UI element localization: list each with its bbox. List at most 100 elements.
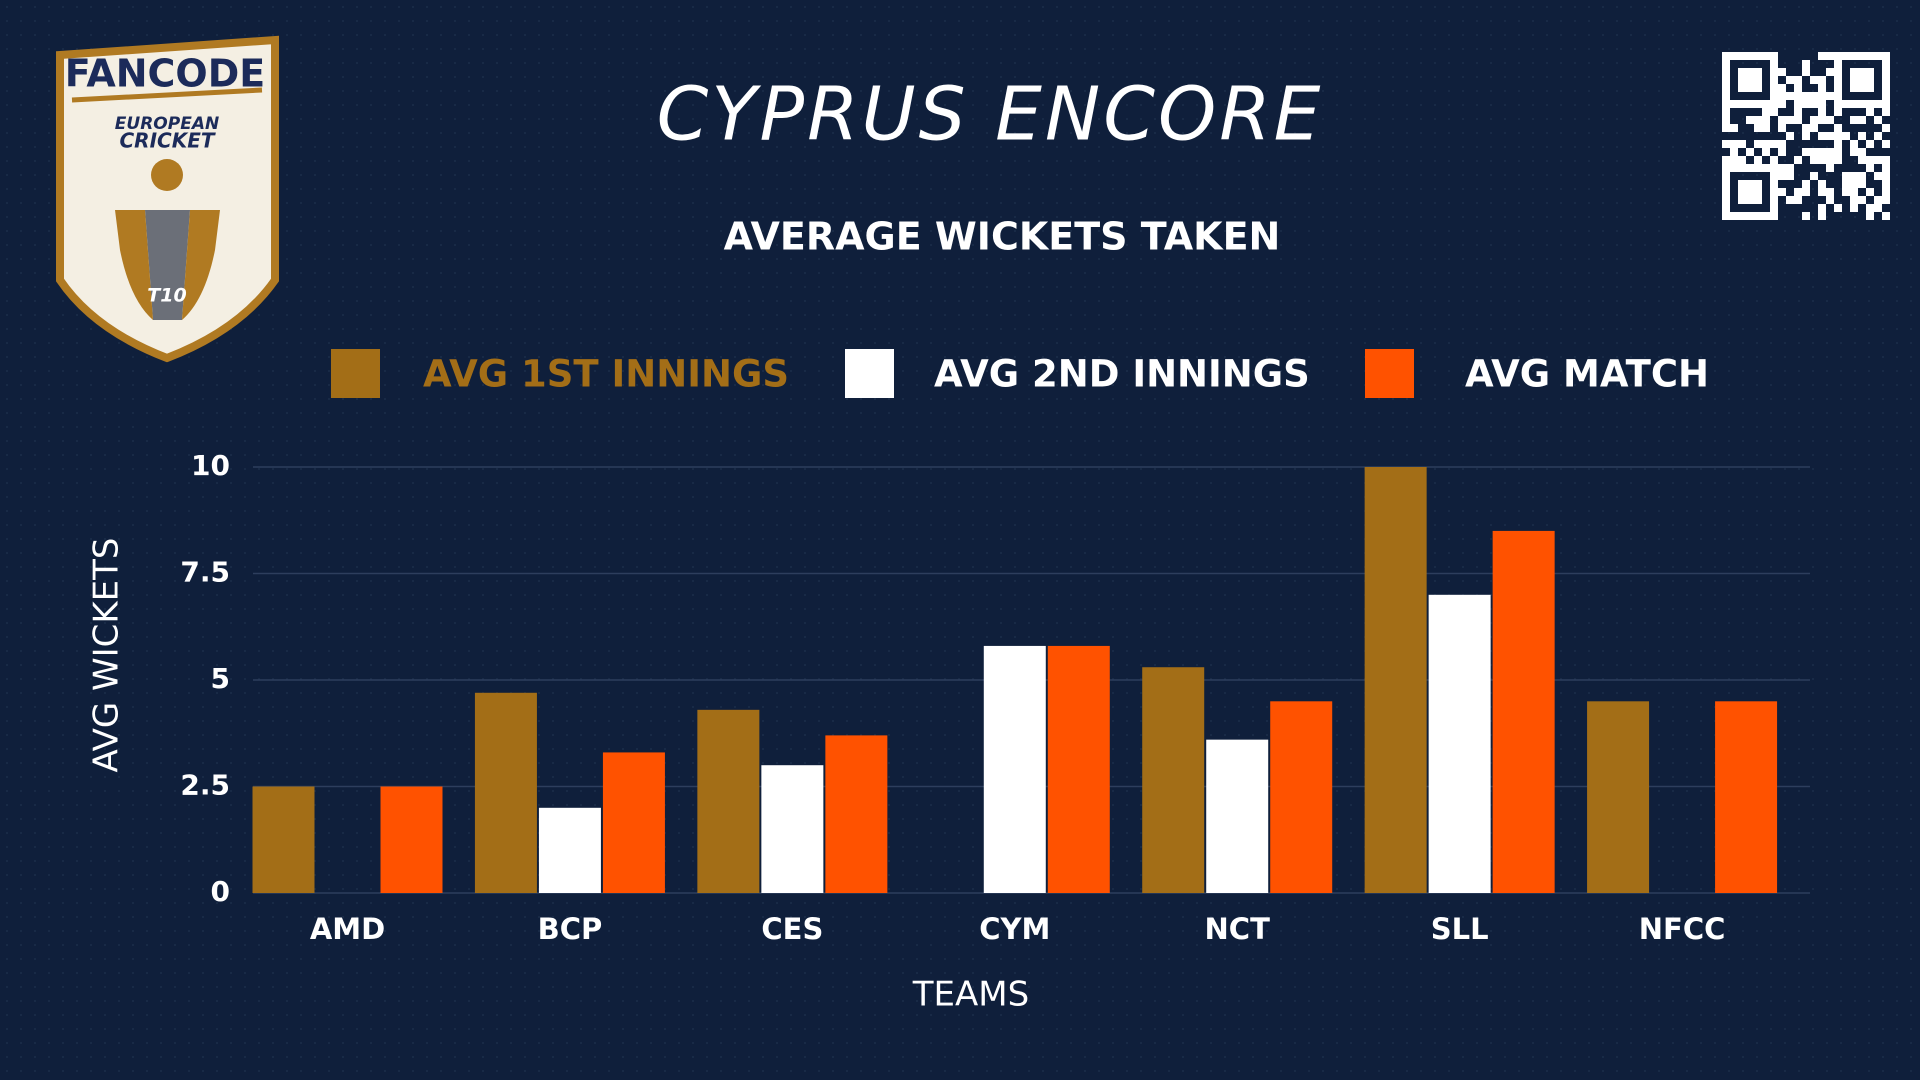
qr-cell bbox=[1738, 212, 1746, 220]
qr-cell bbox=[1722, 140, 1730, 148]
qr-cell bbox=[1770, 108, 1778, 116]
qr-cell bbox=[1818, 108, 1826, 116]
qr-cell bbox=[1858, 76, 1866, 84]
qr-cell bbox=[1762, 116, 1770, 124]
qr-cell bbox=[1746, 212, 1754, 220]
qr-cell bbox=[1778, 124, 1786, 132]
qr-cell bbox=[1834, 76, 1842, 84]
qr-cell bbox=[1770, 180, 1778, 188]
qr-cell bbox=[1722, 164, 1730, 172]
qr-cell bbox=[1738, 52, 1746, 60]
qr-cell bbox=[1802, 60, 1810, 68]
qr-cell bbox=[1794, 84, 1802, 92]
qr-cell bbox=[1810, 124, 1818, 132]
qr-cell bbox=[1882, 180, 1890, 188]
x-tick-label: NFCC bbox=[1639, 912, 1726, 946]
qr-cell bbox=[1826, 92, 1834, 100]
qr-cell bbox=[1818, 188, 1826, 196]
y-axis-label: AVG WICKETS bbox=[87, 537, 127, 772]
qr-cell bbox=[1874, 132, 1882, 140]
legend-swatch bbox=[331, 349, 380, 398]
qr-cell bbox=[1794, 92, 1802, 100]
qr-cell bbox=[1858, 148, 1866, 156]
qr-cell bbox=[1850, 84, 1858, 92]
qr-cell bbox=[1850, 68, 1858, 76]
legend-label: AVG 2ND INNINGS bbox=[934, 353, 1310, 396]
qr-cell bbox=[1802, 132, 1810, 140]
qr-cell bbox=[1802, 212, 1810, 220]
qr-cell bbox=[1722, 124, 1730, 132]
qr-cell bbox=[1722, 60, 1730, 68]
qr-cell bbox=[1866, 140, 1874, 148]
logo-text: CRICKET bbox=[120, 129, 216, 153]
bar bbox=[983, 645, 1046, 893]
qr-cell bbox=[1818, 212, 1826, 220]
qr-cell bbox=[1882, 156, 1890, 164]
qr-cell bbox=[1770, 188, 1778, 196]
qr-cell bbox=[1818, 76, 1826, 84]
qr-cell bbox=[1722, 100, 1730, 108]
qr-cell bbox=[1754, 116, 1762, 124]
qr-cell bbox=[1810, 172, 1818, 180]
qr-cell bbox=[1754, 164, 1762, 172]
qr-cell bbox=[1882, 164, 1890, 172]
qr-cell bbox=[1866, 76, 1874, 84]
qr-cell bbox=[1722, 68, 1730, 76]
qr-cell bbox=[1738, 164, 1746, 172]
qr-cell bbox=[1722, 92, 1730, 100]
qr-cell bbox=[1858, 180, 1866, 188]
bar bbox=[1492, 530, 1555, 893]
qr-cell bbox=[1746, 196, 1754, 204]
qr-cell bbox=[1834, 132, 1842, 140]
qr-cell bbox=[1786, 172, 1794, 180]
qr-cell bbox=[1874, 172, 1882, 180]
qr-cell bbox=[1738, 196, 1746, 204]
qr-cell bbox=[1818, 84, 1826, 92]
qr-cell bbox=[1778, 92, 1786, 100]
y-tick-label: 7.5 bbox=[180, 556, 230, 589]
qr-cell bbox=[1802, 188, 1810, 196]
qr-cell bbox=[1738, 140, 1746, 148]
qr-cell bbox=[1866, 108, 1874, 116]
qr-cell bbox=[1722, 156, 1730, 164]
qr-cell bbox=[1770, 92, 1778, 100]
qr-cell bbox=[1754, 212, 1762, 220]
qr-cell bbox=[1738, 68, 1746, 76]
qr-cell bbox=[1834, 68, 1842, 76]
x-tick-label: CYM bbox=[979, 912, 1050, 946]
bar bbox=[1715, 701, 1778, 893]
qr-cell bbox=[1786, 116, 1794, 124]
qr-cell bbox=[1770, 156, 1778, 164]
qr-cell bbox=[1850, 52, 1858, 60]
qr-cell bbox=[1746, 84, 1754, 92]
qr-cell bbox=[1770, 76, 1778, 84]
bar bbox=[1364, 467, 1427, 893]
qr-cell bbox=[1794, 76, 1802, 84]
qr-cell bbox=[1754, 124, 1762, 132]
bar bbox=[474, 692, 537, 893]
qr-cell bbox=[1850, 188, 1858, 196]
qr-cell bbox=[1866, 156, 1874, 164]
qr-cell bbox=[1802, 68, 1810, 76]
qr-cell bbox=[1754, 140, 1762, 148]
qr-cell bbox=[1778, 116, 1786, 124]
qr-cell bbox=[1770, 84, 1778, 92]
qr-cell bbox=[1834, 84, 1842, 92]
logo: FANCODE EUROPEAN CRICKET T10 bbox=[56, 35, 279, 363]
qr-cell bbox=[1818, 156, 1826, 164]
qr-cell bbox=[1730, 164, 1738, 172]
qr-cell bbox=[1794, 188, 1802, 196]
qr-cell bbox=[1834, 52, 1842, 60]
qr-cell bbox=[1746, 68, 1754, 76]
qr-cell bbox=[1754, 52, 1762, 60]
qr-cell bbox=[1770, 60, 1778, 68]
qr-cell bbox=[1786, 196, 1794, 204]
qr-cell bbox=[1826, 132, 1834, 140]
qr-cell bbox=[1762, 164, 1770, 172]
qr-cell bbox=[1874, 100, 1882, 108]
qr-cell bbox=[1754, 68, 1762, 76]
qr-cell bbox=[1826, 116, 1834, 124]
qr-cell bbox=[1858, 196, 1866, 204]
qr-cell bbox=[1858, 68, 1866, 76]
qr-cell bbox=[1826, 164, 1834, 172]
